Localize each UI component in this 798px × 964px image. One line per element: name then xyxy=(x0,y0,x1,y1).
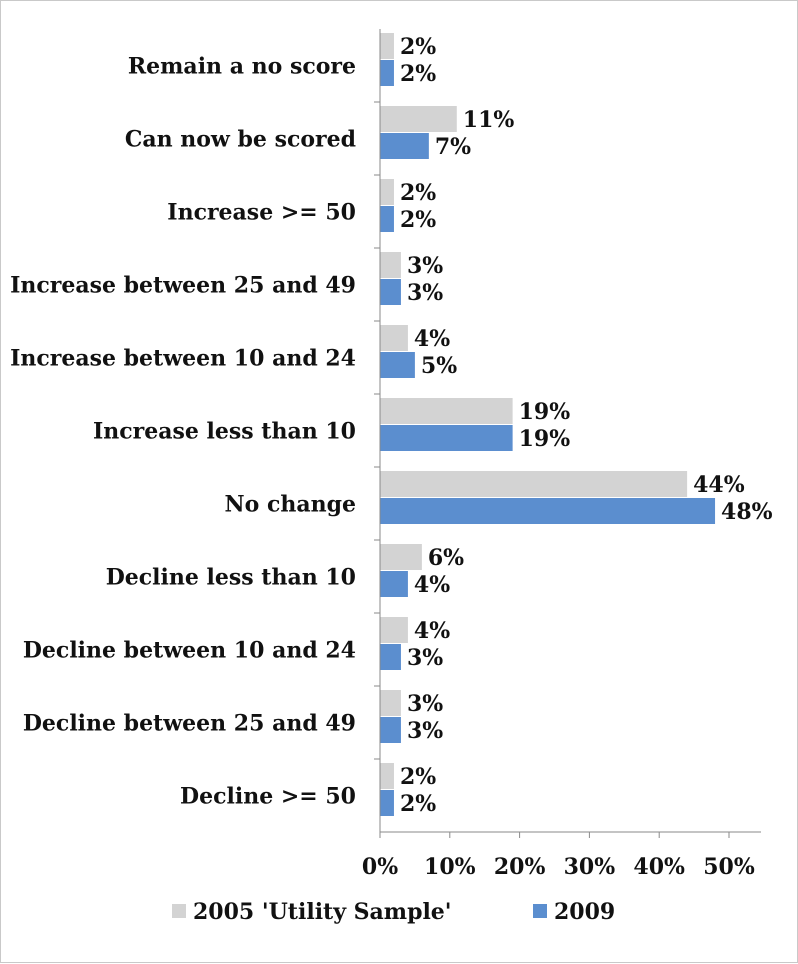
category-label: Remain a no score xyxy=(128,54,356,80)
data-label: 7% xyxy=(435,134,471,160)
bar xyxy=(380,133,429,159)
x-tick-label: 10% xyxy=(424,854,476,880)
bar xyxy=(380,279,401,305)
bar xyxy=(380,206,394,232)
legend-label: 2009 xyxy=(554,899,615,925)
data-label: 3% xyxy=(407,253,443,279)
category-label: Decline less than 10 xyxy=(106,565,356,591)
data-label: 6% xyxy=(428,545,464,571)
category-label: Increase less than 10 xyxy=(93,419,356,445)
x-tick-label: 30% xyxy=(564,854,616,880)
bar xyxy=(380,252,401,278)
bar xyxy=(380,398,513,424)
data-labels: 2%2%11%7%2%2%3%3%4%5%19%19%44%48%6%4%4%3… xyxy=(400,34,773,817)
data-label: 48% xyxy=(721,499,773,525)
data-label: 4% xyxy=(414,572,450,598)
data-label: 2% xyxy=(400,207,436,233)
bar xyxy=(380,617,408,643)
bar xyxy=(380,471,688,497)
bar xyxy=(380,790,394,816)
category-label: Decline between 10 and 24 xyxy=(23,638,356,664)
data-label: 2% xyxy=(400,764,436,790)
category-labels: Remain a no score Can now be scored Increa… xyxy=(10,54,356,810)
bars xyxy=(380,33,716,816)
x-tick-label: 20% xyxy=(494,854,546,880)
x-tick-label: 0% xyxy=(362,854,398,880)
category-label: Can now be scored xyxy=(125,127,356,153)
data-label: 5% xyxy=(421,353,457,379)
data-label: 3% xyxy=(407,718,443,744)
data-label: 4% xyxy=(414,326,450,352)
legend-label: 2005 'Utility Sample' xyxy=(193,899,452,925)
data-label: 19% xyxy=(519,426,571,452)
data-label: 2% xyxy=(400,34,436,60)
data-label: 19% xyxy=(519,399,571,425)
bar xyxy=(380,763,394,789)
data-label: 3% xyxy=(407,645,443,671)
category-label: Increase >= 50 xyxy=(167,200,356,226)
bar xyxy=(380,325,408,351)
bar xyxy=(380,425,513,451)
axes: 0% 10% 20% 30% 40% 50% xyxy=(362,29,761,880)
data-label: 2% xyxy=(400,61,436,87)
bar xyxy=(380,544,422,570)
category-label: Decline between 25 and 49 xyxy=(23,711,356,737)
data-label: 2% xyxy=(400,180,436,206)
bar xyxy=(380,60,394,86)
legend-swatch xyxy=(533,904,547,918)
data-label: 11% xyxy=(463,107,515,133)
bar xyxy=(380,106,457,132)
category-label: Decline >= 50 xyxy=(180,784,356,810)
bar xyxy=(380,498,716,524)
legend-swatch xyxy=(172,904,186,918)
data-label: 3% xyxy=(407,691,443,717)
data-label: 44% xyxy=(693,472,745,498)
bar xyxy=(380,717,401,743)
bar xyxy=(380,690,401,716)
x-tick-label: 40% xyxy=(633,854,685,880)
legend: 2005 'Utility Sample' 2009 xyxy=(172,899,615,925)
bar xyxy=(380,352,415,378)
bar xyxy=(380,33,394,59)
category-label: Increase between 10 and 24 xyxy=(10,346,356,372)
category-label: Increase between 25 and 49 xyxy=(10,273,356,299)
bar xyxy=(380,571,408,597)
data-label: 4% xyxy=(414,618,450,644)
data-label: 2% xyxy=(400,791,436,817)
data-label: 3% xyxy=(407,280,443,306)
bar xyxy=(380,179,394,205)
category-label: No change xyxy=(225,492,356,518)
x-tick-label: 50% xyxy=(703,854,755,880)
bar xyxy=(380,644,401,670)
